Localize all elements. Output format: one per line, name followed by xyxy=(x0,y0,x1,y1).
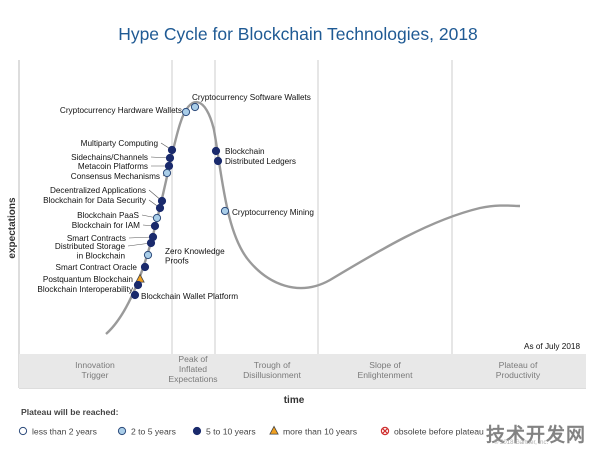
legend-item-2-to-5-years: 2 to 5 years xyxy=(117,426,176,437)
legend-item-obsolete-before-plateau-marker-obsolete-x xyxy=(382,428,388,434)
tech-blockchain-interoperability-marker-icon xyxy=(133,280,143,290)
tech-blockchain-for-iam-marker-icon xyxy=(150,221,160,231)
legend-item-obsolete-before-plateau: obsolete before plateau xyxy=(380,427,484,437)
legend-item-5-to-10-years: 5 to 10 years xyxy=(192,426,256,437)
tech-distributed-storage-in-blockchain-marker-icon xyxy=(146,238,156,248)
phase-divider-lines xyxy=(171,60,453,388)
tech-sidechains-channels-label: Sidechains/Channels xyxy=(71,153,148,162)
tech-blockchain-paas-marker-icon xyxy=(152,213,162,223)
tech-smart-contract-oracle-label: Smart Contract Oracle xyxy=(56,263,138,272)
phase-label-plateau-of-productivity: Plateau of Productivity xyxy=(496,360,541,380)
legend: less than 2 years 2 to 5 years 5 to 10 yea… xyxy=(18,425,484,437)
tech-blockchain-for-iam-label: Blockchain for IAM xyxy=(72,221,140,230)
phase-label-peak-of-inflated-expectations: Peak of Inflated Expectations xyxy=(168,354,217,384)
tech-blockchain-marker-icon xyxy=(211,146,221,156)
tech-blockchain-wallet-platform-label: Blockchain Wallet Platform xyxy=(141,292,238,301)
legend-item-2-to-5-years-label: 2 to 5 years xyxy=(131,427,176,437)
legend-item-less-than-2-years-label: less than 2 years xyxy=(32,427,97,437)
legend-item-5-to-10-years-marker-icon xyxy=(192,426,202,436)
phase-label-innovation-trigger: Innovation Trigger xyxy=(75,360,115,380)
as-of-date: As of July 2018 xyxy=(524,342,580,351)
tech-metacoin-platforms-marker-icon xyxy=(164,161,174,171)
legend-item-less-than-2-years: less than 2 years xyxy=(18,426,97,437)
tech-blockchain-interoperability-label: Blockchain Interoperability xyxy=(37,285,133,294)
tech-blockchain-paas-label: Blockchain PaaS xyxy=(77,211,139,220)
tech-postquantum-blockchain-label: Postquantum Blockchain xyxy=(43,275,134,284)
tech-consensus-mechanisms-marker-icon xyxy=(162,168,172,178)
legend-item-5-to-10-years-label: 5 to 10 years xyxy=(206,427,256,437)
tech-blockchain-for-data-security-label: Blockchain for Data Security xyxy=(43,196,147,205)
tech-multiparty-computing-marker-icon xyxy=(167,145,177,155)
tech-multiparty-computing-label: Multiparty Computing xyxy=(81,139,159,148)
tech-metacoin-platforms-label: Metacoin Platforms xyxy=(78,162,148,171)
tech-sidechains-channels-marker-icon xyxy=(165,153,175,163)
tech-consensus-mechanisms-label: Consensus Mechanisms xyxy=(71,172,160,181)
tech-cryptocurrency-mining-label: Cryptocurrency Mining xyxy=(232,208,314,217)
tech-smart-contract-oracle-marker-icon xyxy=(140,262,150,272)
legend-item-more-than-10-years-label: more than 10 years xyxy=(283,427,357,437)
legend-item-more-than-10-years: more than 10 years xyxy=(269,425,357,437)
chart-title: Hype Cycle for Blockchain Technologies, … xyxy=(118,24,478,44)
tech-cryptocurrency-software-wallets-marker-icon xyxy=(190,102,200,112)
copyright-text: © 2018 Gartner, Inc. xyxy=(494,440,549,446)
legend-item-more-than-10-years-marker-triangle-icon xyxy=(269,425,279,435)
tech-distributed-ledgers-marker-icon xyxy=(213,156,223,166)
tech-distributed-ledgers-label: Distributed Ledgers xyxy=(225,157,296,166)
tech-decentralized-applications-label: Decentralized Applications xyxy=(50,186,146,195)
tech-cryptocurrency-software-wallets-label: Cryptocurrency Software Wallets xyxy=(192,93,311,102)
legend-item-obsolete-before-plateau-label: obsolete before plateau xyxy=(394,427,484,437)
phase-band: Innovation Trigger Peak of Inflated Expectat… xyxy=(19,354,586,388)
tech-blockchain-for-data-security-marker-icon xyxy=(155,203,165,213)
tech-decentralized-applications-marker-icon xyxy=(157,196,167,206)
legend-heading: Plateau will be reached: xyxy=(21,407,119,417)
legend-item-2-to-5-years-marker-icon xyxy=(117,426,127,436)
tech-postquantum-blockchain-marker-triangle-icon xyxy=(135,273,145,283)
technology-markers xyxy=(130,102,230,300)
phase-label-slope-of-enlightenment: Slope of Enlightenment xyxy=(358,360,414,380)
tech-zero-knowledge-proofs-label: Zero Knowledge Proofs xyxy=(165,247,225,266)
x-axis-label: time xyxy=(284,395,305,406)
tech-smart-contracts-label: Smart Contracts xyxy=(67,234,126,243)
technology-labels: Cryptocurrency Software Wallets Cryptocur… xyxy=(37,93,314,301)
legend-item-less-than-2-years-marker-icon xyxy=(18,426,28,436)
tech-distributed-storage-in-blockchain-label: Distributed Storage in Blockchain xyxy=(55,242,126,261)
tech-blockchain-label: Blockchain xyxy=(225,147,265,156)
y-axis-label: expectations xyxy=(7,197,18,259)
tech-zero-knowledge-proofs-marker-icon xyxy=(143,250,153,260)
tech-cryptocurrency-hardware-wallets-marker-icon xyxy=(181,107,191,117)
phase-label-trough-of-disillusionment: Trough of Disillusionment xyxy=(243,360,301,380)
phase-band-background xyxy=(19,354,586,388)
watermark-logo: 技术开发网 xyxy=(486,424,587,446)
tech-cryptocurrency-hardware-wallets-label: Cryptocurrency Hardware Wallets xyxy=(60,106,182,115)
tech-blockchain-wallet-platform-marker-icon xyxy=(130,290,140,300)
tech-cryptocurrency-mining-marker-icon xyxy=(220,206,230,216)
